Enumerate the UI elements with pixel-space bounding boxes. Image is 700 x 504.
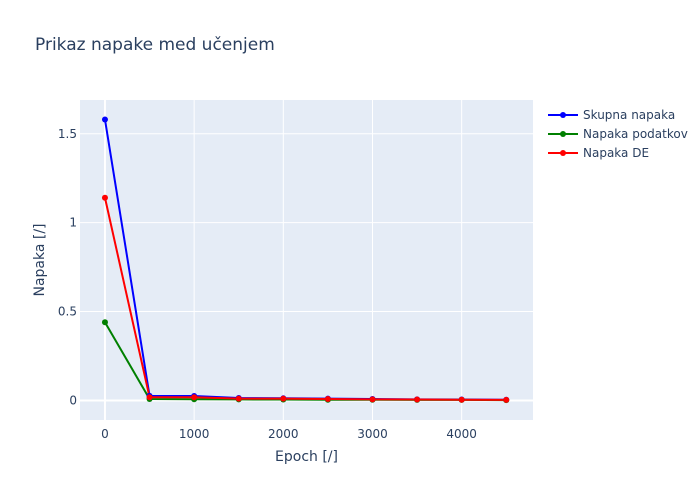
x-tick-label: 4000 — [446, 427, 477, 441]
legend: Skupna napaka Napaka podatkov Napaka DE — [548, 108, 688, 160]
y-axis-title: Napaka [/] — [32, 223, 48, 296]
legend-swatch-marker — [560, 150, 566, 156]
data-point-napaka-de[interactable] — [458, 396, 465, 403]
data-point-napaka-de[interactable] — [235, 395, 242, 402]
data-point-napaka-de[interactable] — [280, 395, 287, 402]
legend-item-napaka-podatkov[interactable]: Napaka podatkov — [548, 127, 688, 141]
x-tick-label: 3000 — [357, 427, 388, 441]
x-tick-label: 0 — [101, 427, 109, 441]
plot-background — [80, 100, 533, 420]
legend-item-skupna-napaka[interactable]: Skupna napaka — [548, 108, 675, 122]
legend-item-napaka-de[interactable]: Napaka DE — [548, 146, 649, 160]
chart-title: Prikaz napake med učenjem — [35, 35, 275, 55]
y-tick-label: 0 — [69, 393, 77, 407]
y-tick-label: 1.5 — [58, 127, 77, 141]
y-tick-labels: 0 0.5 1 1.5 — [58, 127, 77, 408]
x-tick-label: 2000 — [268, 427, 299, 441]
y-tick-label: 0.5 — [58, 305, 77, 319]
y-tick-label: 1 — [69, 216, 77, 230]
x-axis-title: Epoch [/] — [275, 449, 338, 465]
data-point-napaka-de[interactable] — [146, 394, 153, 401]
legend-label: Napaka podatkov — [583, 127, 688, 141]
x-tick-label: 1000 — [179, 427, 210, 441]
x-tick-labels: 0 1000 2000 3000 4000 — [101, 427, 477, 441]
legend-swatch-marker — [560, 112, 566, 118]
data-point-skupna-napaka[interactable] — [101, 116, 108, 123]
data-point-napaka-de[interactable] — [324, 396, 331, 403]
legend-label: Skupna napaka — [583, 108, 675, 122]
legend-swatch-marker — [560, 131, 566, 137]
data-point-napaka-podatkov[interactable] — [101, 319, 108, 326]
data-point-napaka-de[interactable] — [101, 194, 108, 201]
legend-label: Napaka DE — [583, 146, 649, 160]
data-point-napaka-de[interactable] — [191, 394, 198, 401]
data-point-napaka-de[interactable] — [503, 396, 510, 403]
data-point-napaka-de[interactable] — [369, 396, 376, 403]
series-line-napaka-de — [103, 196, 508, 401]
series-group — [101, 116, 510, 404]
data-point-napaka-de[interactable] — [414, 396, 421, 403]
